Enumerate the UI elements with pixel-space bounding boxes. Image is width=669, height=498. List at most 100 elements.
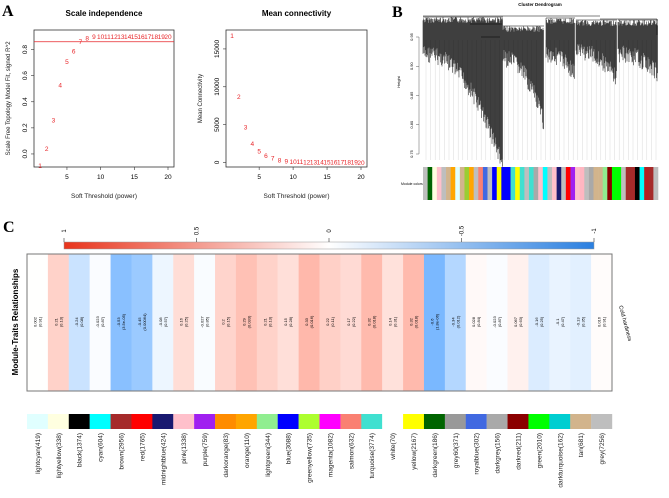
plot-title: Scale independence — [66, 9, 143, 18]
colorbar-tick-label: -0.5 — [460, 225, 466, 236]
module-color-swatch — [319, 414, 341, 429]
data-point-label: 19 — [351, 160, 359, 167]
module-label: yellow(2167) — [411, 433, 418, 470]
module-color-segment — [528, 167, 534, 200]
module-color-swatch — [340, 414, 362, 429]
correlation-value: 0.16 — [179, 317, 184, 326]
panel-label-b: B — [392, 4, 403, 21]
module-color-swatch — [89, 414, 111, 429]
module-label: lightgreen(344) — [265, 433, 272, 477]
heatmap-cell — [591, 254, 613, 391]
module-color-swatch — [549, 414, 571, 429]
heatmap-cell — [89, 254, 111, 391]
module-color-segment — [496, 167, 502, 200]
module-label: black(1374) — [77, 433, 84, 467]
y-tick-label: 0 — [214, 160, 221, 164]
module-label: blue(3088) — [286, 433, 293, 464]
scale-independence-plot: Scale independence Soft Threshold (power)… — [6, 9, 175, 200]
x-tick-label: 5 — [257, 174, 261, 181]
correlation-value: 0.002 — [32, 316, 37, 327]
module-color-swatch — [194, 414, 216, 429]
panel-label-c: C — [3, 219, 15, 236]
module-color-swatch — [215, 414, 237, 429]
module-label: darkturquoise(162) — [557, 433, 564, 488]
data-point-label: 4 — [251, 141, 255, 148]
module-label: orange(110) — [244, 433, 251, 468]
module-color-swatch — [382, 414, 404, 429]
plot-frame — [33, 29, 175, 168]
heatmap-cell — [423, 254, 446, 391]
module-color-swatch — [173, 414, 195, 429]
module-color-swatch — [47, 414, 69, 429]
module-color-swatch — [27, 414, 49, 429]
correlation-value: 0.22 — [325, 317, 330, 326]
p-value: (0.87) — [100, 316, 105, 327]
data-point-label: 11 — [104, 34, 111, 41]
p-value: (0.47) — [560, 316, 565, 327]
heatmap-cell — [277, 254, 299, 391]
data-point-label: 11 — [297, 159, 304, 166]
data-point-label: 1 — [230, 33, 234, 40]
heatmap-cell — [131, 254, 153, 391]
module-color-segment — [644, 167, 650, 200]
module-color-segment — [459, 167, 465, 200]
module-color-segment — [556, 167, 562, 200]
correlation-value: -0.023 — [95, 316, 100, 328]
module-color-segment — [524, 167, 530, 200]
y-tick-label: 0.8 — [22, 45, 29, 54]
heatmap-cell — [110, 254, 132, 391]
module-color-segment — [505, 167, 511, 200]
module-color-segment — [634, 167, 640, 200]
colorbar-tick-label: 1 — [62, 229, 68, 233]
data-point-label: 3 — [244, 124, 248, 131]
correlation-value: 0.32 — [409, 317, 414, 326]
y-tick-label: 0.4 — [22, 97, 29, 106]
data-point-label: 13 — [310, 159, 318, 166]
data-point-label: 20 — [164, 34, 172, 41]
p-value: (0.012) — [455, 315, 460, 328]
data-point-label: 16 — [330, 160, 338, 167]
module-color-segment — [501, 167, 507, 200]
p-value: (0.87) — [497, 316, 502, 327]
data-point-label: 2 — [237, 94, 241, 101]
heatmap-frame — [26, 253, 613, 392]
data-point-label: 8 — [85, 35, 89, 42]
p-value: (0.15) — [225, 316, 230, 327]
plot-title: Mean connectivity — [262, 9, 332, 18]
module-label: purple(759) — [202, 433, 209, 466]
module-label: royalblue(302) — [474, 433, 481, 475]
data-point-label: 13 — [117, 34, 125, 41]
module-color-segment — [648, 167, 654, 200]
heatmap-cell — [152, 254, 174, 391]
module-color-segment — [579, 167, 585, 200]
module-color-swatch — [423, 414, 446, 429]
data-point-label: 4 — [58, 82, 62, 89]
panel-label-a: A — [2, 3, 14, 20]
module-color-segment — [519, 167, 525, 200]
module-color-segment — [441, 167, 447, 200]
x-tick-label: 20 — [357, 174, 365, 181]
y-axis-label: Scale Free Topology Model Fit, signed R^… — [6, 41, 12, 156]
module-label: tan(681) — [578, 433, 585, 457]
heatmap-cell — [235, 254, 258, 391]
data-point-label: 6 — [264, 153, 268, 160]
p-value: (0.016) — [309, 315, 314, 328]
module-label: grey60(371) — [453, 433, 460, 468]
data-point-label: 8 — [278, 157, 282, 164]
p-value: (0.91) — [37, 316, 42, 327]
p-value: (0.00064) — [142, 313, 147, 331]
module-color-swatch — [403, 414, 425, 429]
p-value: (0.63) — [518, 316, 523, 327]
module-label: darkred(211) — [515, 433, 522, 470]
module-color-swatch — [256, 414, 278, 429]
module-color-swatch — [465, 414, 487, 429]
heatmap-cell — [444, 254, 466, 391]
data-point-label: 16 — [137, 34, 145, 41]
correlation-value: -0.16 — [534, 317, 539, 327]
module-color-segment — [570, 167, 576, 200]
y-tick-label: 0.2 — [22, 123, 29, 132]
module-color-segment — [625, 167, 631, 200]
data-point-label: 18 — [151, 34, 159, 41]
data-point-label: 7 — [79, 39, 83, 46]
